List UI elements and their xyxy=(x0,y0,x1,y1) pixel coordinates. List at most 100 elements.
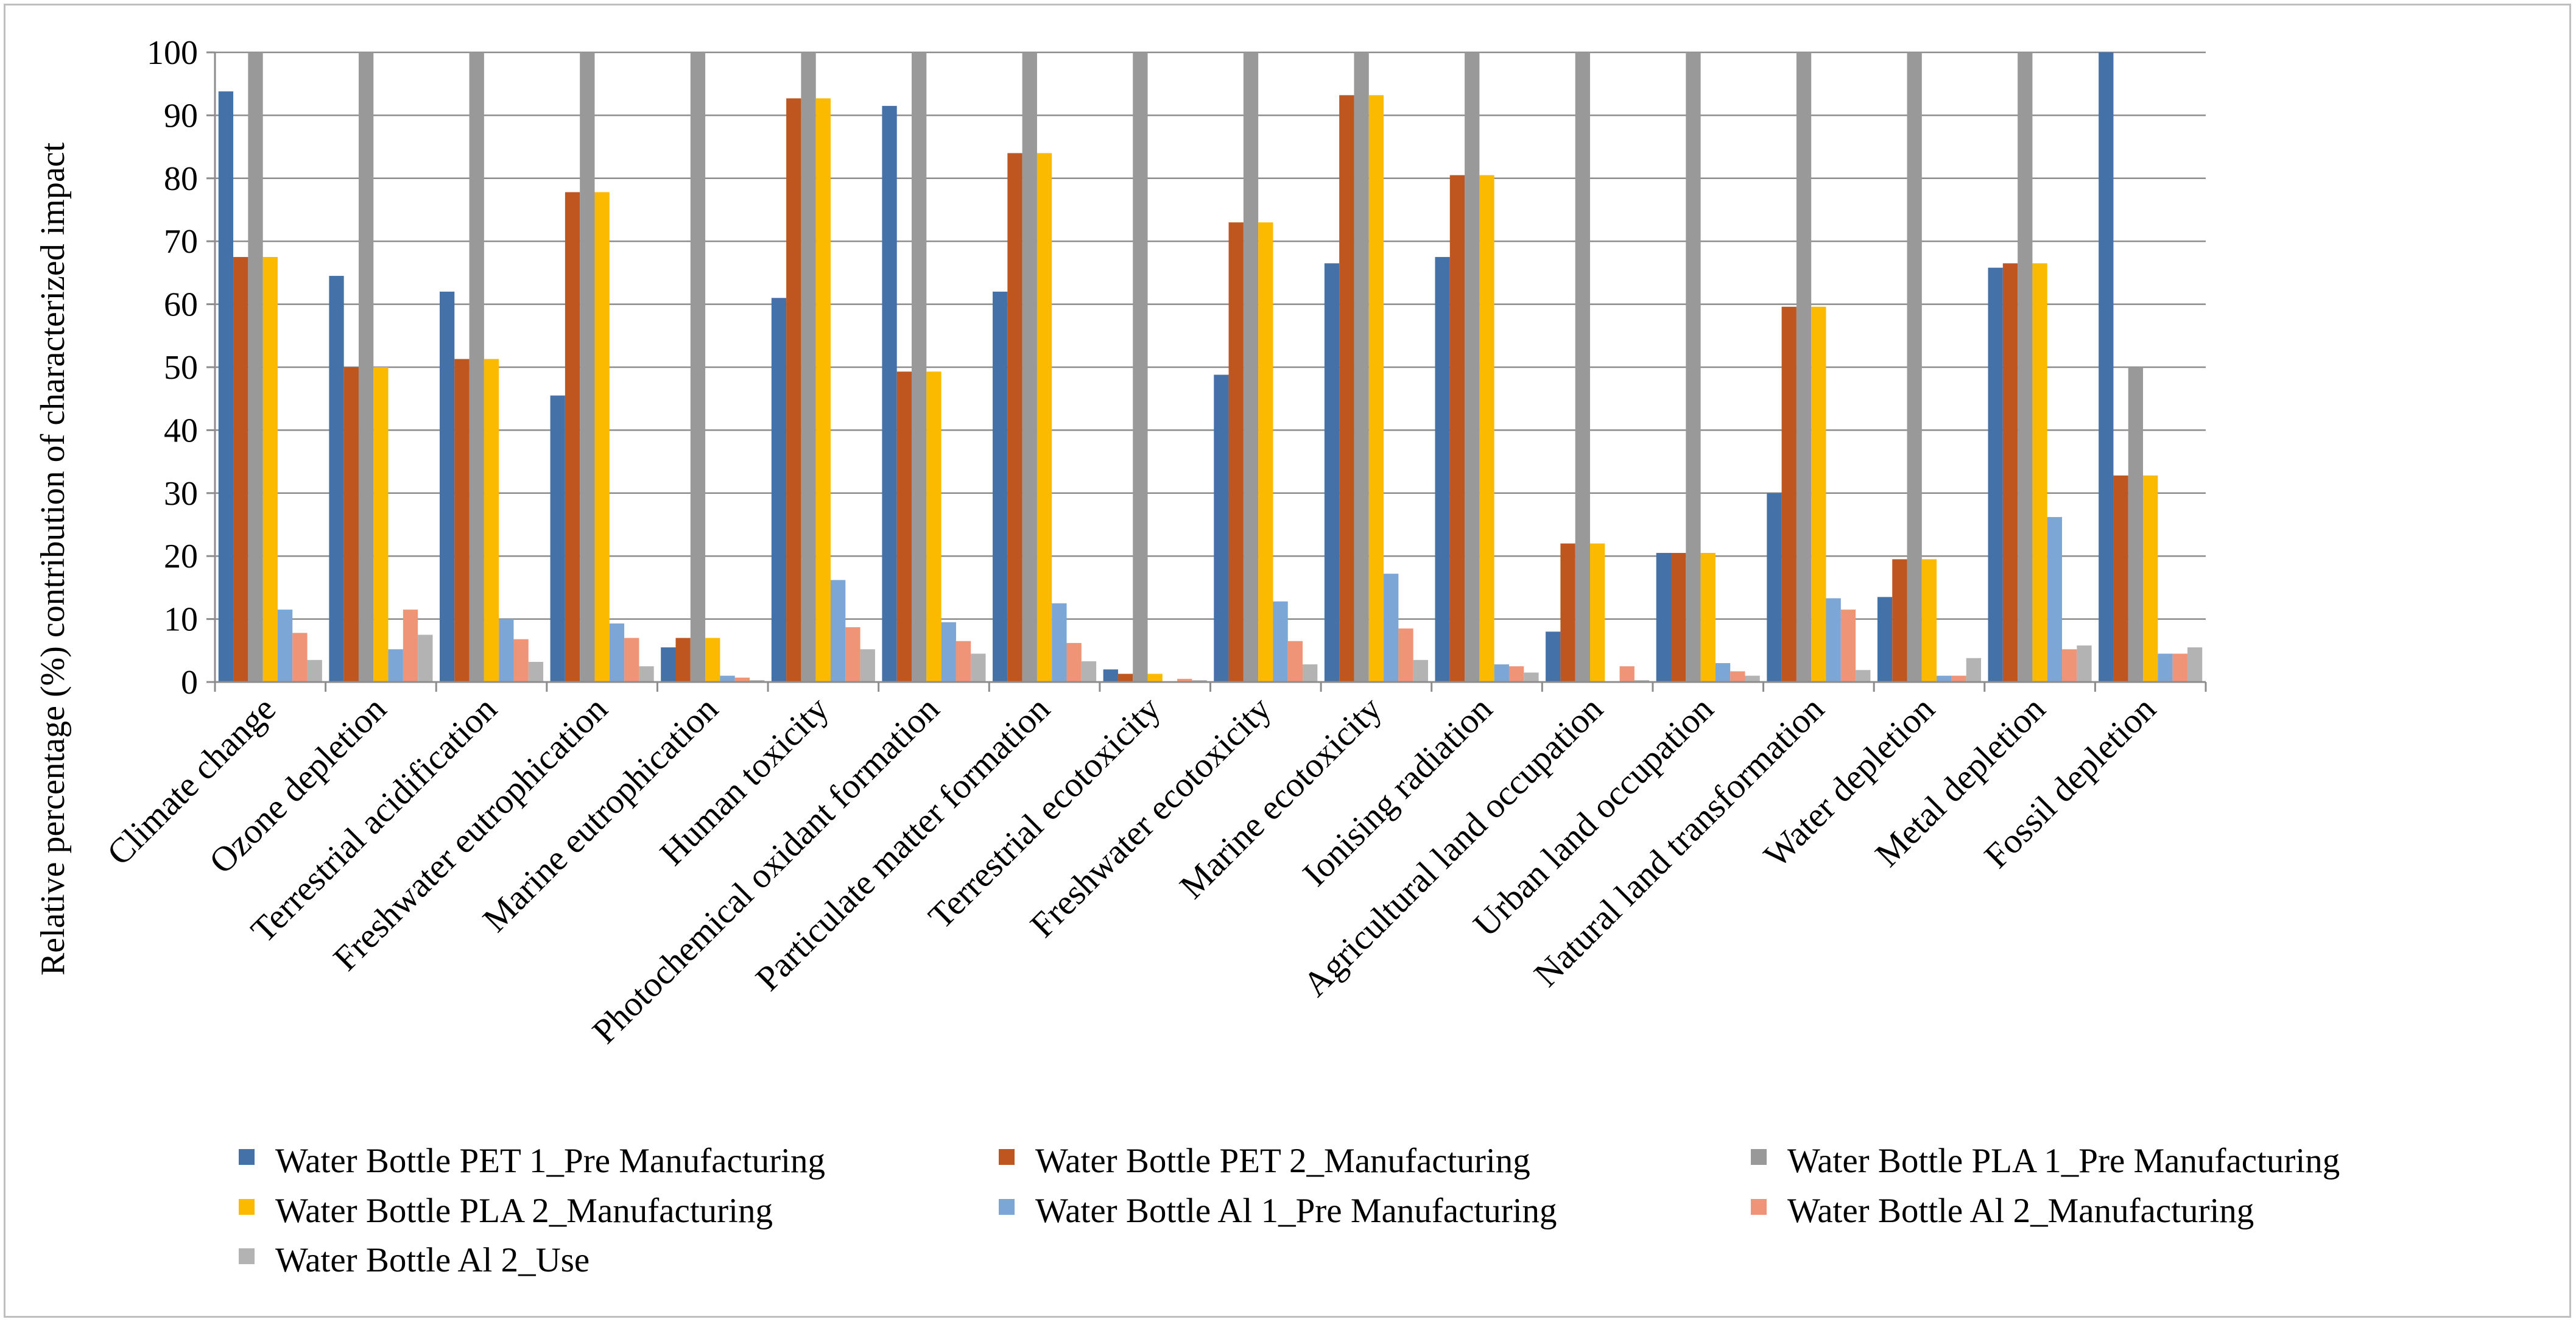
bar-7-2 xyxy=(418,635,433,682)
bar-7-5 xyxy=(750,680,765,682)
bar-6-16 xyxy=(1951,675,1966,682)
bar-3-2 xyxy=(358,52,374,682)
bar-4-11 xyxy=(1368,95,1384,682)
bar-4-18 xyxy=(2143,475,2158,682)
bar-2-4 xyxy=(565,192,580,683)
bar-3-10 xyxy=(1243,52,1259,682)
bar-3-6 xyxy=(801,52,816,682)
bar-4-9 xyxy=(1147,673,1163,682)
bar-3-7 xyxy=(912,52,927,682)
legend-label-4: Water Bottle PLA 2_Manufacturing xyxy=(275,1192,773,1230)
bar-1-9 xyxy=(1103,669,1118,682)
bar-6-4 xyxy=(624,638,639,682)
bar-6-1 xyxy=(292,633,308,682)
bar-7-7 xyxy=(971,653,986,682)
bar-4-13 xyxy=(1589,543,1605,682)
bar-5-6 xyxy=(831,580,846,682)
bar-1-15 xyxy=(1767,493,1782,682)
bar-2-6 xyxy=(786,98,801,682)
bar-3-8 xyxy=(1022,52,1037,682)
bar-6-2 xyxy=(403,610,418,682)
bar-4-4 xyxy=(594,192,610,683)
y-tick-labels: 0 10 20 30 40 50 60 70 80 90 100 xyxy=(147,34,198,701)
bar-6-18 xyxy=(2172,653,2187,682)
legend-label-6: Water Bottle Al 2_Manufacturing xyxy=(1787,1192,2254,1230)
gridlines xyxy=(215,51,2206,620)
bar-1-7 xyxy=(882,105,897,682)
bar-6-15 xyxy=(1840,610,1856,682)
bar-3-12 xyxy=(1465,52,1480,682)
bar-2-18 xyxy=(2113,475,2128,682)
bar-5-12 xyxy=(1494,664,1509,682)
bar-2-14 xyxy=(1671,553,1686,682)
bar-4-6 xyxy=(815,98,831,682)
bar-2-11 xyxy=(1339,95,1354,682)
bar-1-5 xyxy=(661,647,676,682)
y-tick-label-10: 10 xyxy=(164,601,198,639)
bar-5-17 xyxy=(2047,517,2063,682)
bar-3-16 xyxy=(1907,52,1922,682)
bar-1-17 xyxy=(1988,267,2003,682)
bar-1-2 xyxy=(329,276,344,682)
bar-7-9 xyxy=(1192,680,1207,682)
axes xyxy=(206,51,2207,692)
bar-5-7 xyxy=(941,622,956,682)
bar-5-16 xyxy=(1937,675,1952,682)
bar-6-5 xyxy=(734,677,750,682)
bar-2-12 xyxy=(1449,175,1465,682)
bar-7-4 xyxy=(639,666,654,682)
bar-5-11 xyxy=(1384,574,1399,682)
y-tick-label-70: 70 xyxy=(164,223,198,261)
bar-7-16 xyxy=(1966,658,1982,682)
x-tick-label-11: Marine ecotoxicity xyxy=(1172,689,1389,906)
bar-4-7 xyxy=(926,371,941,682)
bar-2-7 xyxy=(896,371,912,682)
bar-3-13 xyxy=(1575,52,1590,682)
bar-6-17 xyxy=(2062,649,2077,682)
bar-4-5 xyxy=(705,638,720,682)
bar-6-3 xyxy=(513,639,529,682)
legend-label-3: Water Bottle PLA 1_Pre Manufacturing xyxy=(1787,1142,2340,1180)
bar-4-3 xyxy=(484,359,499,682)
bar-2-15 xyxy=(1781,306,1797,683)
legend-label-1: Water Bottle PET 1_Pre Manufacturing xyxy=(275,1142,825,1180)
legend-label-7: Water Bottle Al 2_Use xyxy=(275,1241,589,1279)
bar-2-5 xyxy=(675,638,691,682)
bar-6-6 xyxy=(845,627,860,682)
legend-swatch-2 xyxy=(999,1149,1015,1165)
bar-2-9 xyxy=(1117,673,1133,682)
bar-5-14 xyxy=(1715,663,1731,682)
y-tick-label-50: 50 xyxy=(164,349,198,387)
bar-3-14 xyxy=(1686,52,1701,682)
bar-3-5 xyxy=(690,52,706,682)
legend-swatch-4 xyxy=(239,1199,255,1215)
bar-2-17 xyxy=(2002,263,2018,682)
bar-3-9 xyxy=(1133,52,1148,682)
bar-4-15 xyxy=(1811,306,1826,683)
bar-7-17 xyxy=(2077,645,2092,682)
bar-3-1 xyxy=(248,52,263,682)
bar-2-1 xyxy=(233,257,248,682)
bar-5-4 xyxy=(609,623,625,682)
bar-4-8 xyxy=(1036,153,1052,682)
y-tick-label-80: 80 xyxy=(164,160,198,198)
bar-3-17 xyxy=(2018,52,2033,682)
bar-5-8 xyxy=(1052,603,1067,682)
bar-4-10 xyxy=(1258,222,1273,682)
bar-1-3 xyxy=(439,291,455,682)
bar-3-15 xyxy=(1796,52,1812,682)
bar-1-12 xyxy=(1435,257,1450,682)
bar-7-13 xyxy=(1634,680,1650,682)
bar-4-1 xyxy=(262,257,278,682)
bar-1-18 xyxy=(2099,52,2114,682)
bar-4-17 xyxy=(2032,263,2047,682)
bar-1-14 xyxy=(1656,553,1671,682)
bar-4-14 xyxy=(1700,553,1716,682)
legend-swatch-5 xyxy=(999,1199,1015,1215)
legend: Water Bottle PET 1_Pre Manufacturing Wate… xyxy=(239,1142,2340,1279)
legend-swatch-7 xyxy=(239,1248,255,1264)
bar-1-16 xyxy=(1877,597,1893,682)
bar-6-12 xyxy=(1508,666,1524,682)
